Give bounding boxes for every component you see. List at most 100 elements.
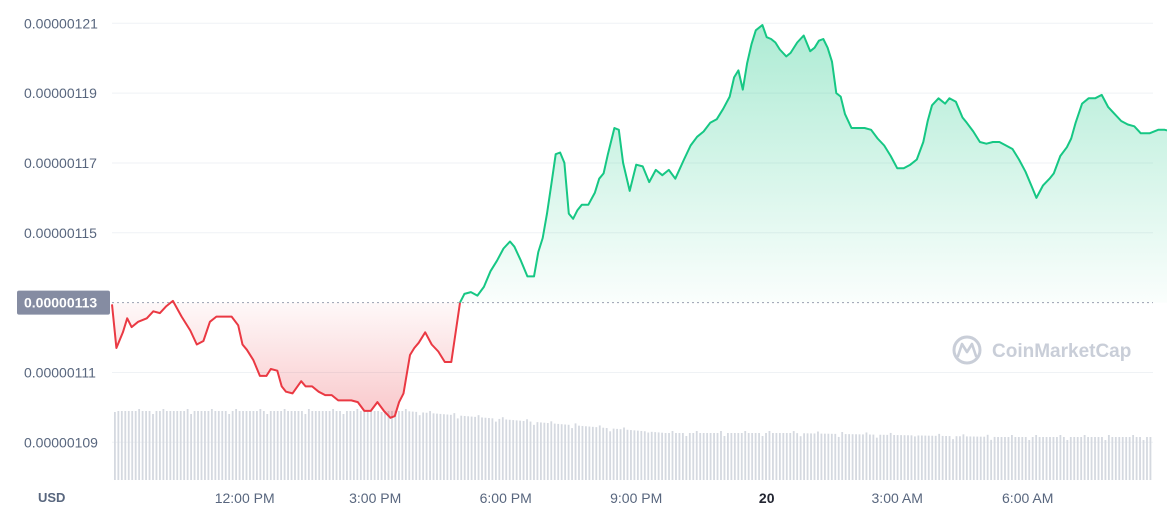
volume-bar [488,418,490,480]
volume-bar [384,411,386,480]
volume-bar [938,433,941,480]
volume-bar [678,433,681,480]
volume-bar [560,424,563,480]
volume-bar [817,431,819,480]
volume-bar [397,411,400,480]
volume-bar [304,414,307,480]
volume-bar [536,422,539,480]
volume-bar [907,435,909,480]
currency-unit-label: USD [38,490,65,505]
volume-bar [806,433,809,480]
volume-bar [986,434,989,480]
volume-bar [235,409,238,480]
volume-bar [339,411,341,480]
reference-badge: 0.00000113 [17,290,110,315]
volume-bar [210,409,213,480]
volume-bar [571,428,573,480]
volume-bar [685,436,688,480]
volume-bar [993,436,996,480]
volume-bar [224,411,227,480]
volume-bar [1128,437,1131,480]
volume-bar [401,411,404,480]
volume-bar [1080,437,1083,480]
volume-bar [969,436,972,480]
volume-bar [647,432,650,480]
y-tick-label: 0.00000117 [24,155,97,171]
price-line-above-reference [459,24,1167,304]
volume-bar [145,411,147,480]
volume-bar [470,416,473,480]
volume-bar [654,432,657,480]
volume-bar [605,428,608,480]
reference-badge-label: 0.00000113 [24,295,97,311]
reference-badge-bg [17,290,110,315]
volume-bar [190,414,192,480]
volume-bar [765,433,767,480]
volume-bar [1062,437,1065,480]
volume-bar [186,409,189,480]
volume-bar [574,423,577,480]
volume-bar [193,411,196,480]
volume-bar [297,411,300,480]
volume-bar [553,423,556,480]
y-tick-label: 0.00000115 [24,225,97,241]
volume-bar [505,419,508,480]
volume-bar [785,433,788,480]
volume-bars [114,409,1152,480]
volume-bar [1024,437,1027,480]
volume-bar [972,436,975,480]
volume-bar [882,434,885,480]
volume-bar [1142,440,1145,480]
volume-bar [813,433,816,480]
volume-bar [869,434,871,480]
volume-bar [1049,437,1051,480]
volume-bar [307,409,310,480]
volume-bar [990,439,993,480]
volume-bar [332,409,334,480]
volume-bar [623,427,625,480]
volume-bar [1000,437,1003,480]
volume-bar [176,411,179,480]
volume-bar [269,411,272,480]
volume-bar [1035,435,1038,480]
volume-bar [501,417,504,480]
volume-bar [886,434,889,480]
volume-bar [204,411,206,480]
volume-bar [515,420,518,480]
volume-bar [1094,437,1096,480]
volume-bar [165,411,168,480]
volume-bar [1056,437,1058,480]
volume-bar [1111,437,1114,480]
volume-bar [231,411,234,480]
volume-bar [179,411,182,480]
y-tick-label: 0.00000111 [24,364,96,380]
volume-bar [799,436,802,480]
volume-bar [702,433,705,480]
volume-bar [1132,435,1135,480]
volume-bar [914,436,916,480]
volume-bar [1087,437,1089,480]
volume-bar [415,411,418,480]
x-tick-label: 9:00 PM [610,490,662,506]
volume-bar [283,409,286,480]
volume-bar [889,432,892,480]
volume-bar [342,414,345,480]
volume-bar [910,435,913,480]
volume-bar [903,435,906,480]
volume-bar [855,434,857,480]
volume-bar [772,433,774,480]
volume-bar [1021,437,1024,480]
volume-bar [730,433,733,480]
volume-bar [900,435,902,480]
volume-bar [425,412,428,480]
volume-bar [744,431,747,480]
volume-bar [1104,440,1107,480]
volume-bar [411,411,414,480]
volume-bar [141,411,144,480]
volume-bar [418,415,421,480]
volume-bar [920,435,923,480]
volume-bar [391,411,393,480]
volume-bar [238,411,241,480]
price-line-below-reference [111,299,461,419]
